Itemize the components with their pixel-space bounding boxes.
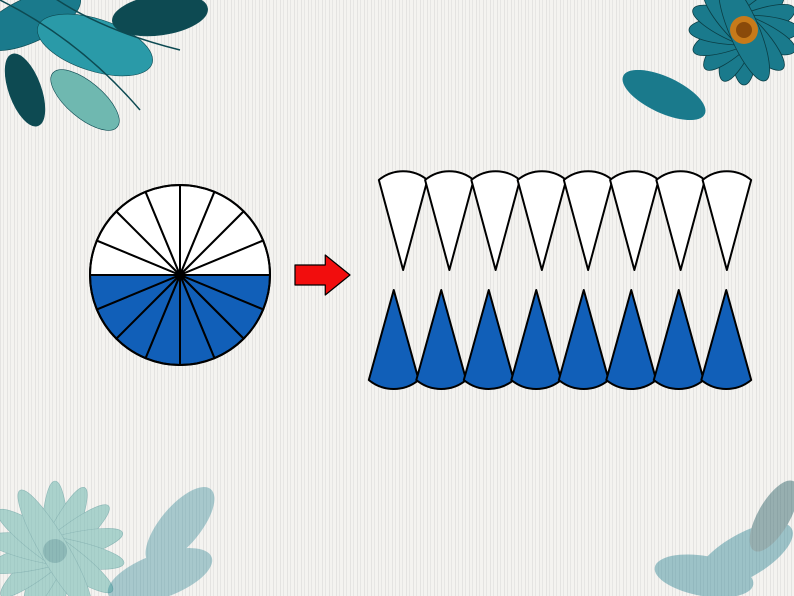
sectors-row-bottom [369, 290, 751, 389]
sectors-row-top [379, 171, 751, 270]
main-diagram [0, 0, 794, 596]
arrow-icon [295, 255, 350, 295]
diagram-stage [0, 0, 794, 596]
divided-circle [90, 185, 270, 365]
